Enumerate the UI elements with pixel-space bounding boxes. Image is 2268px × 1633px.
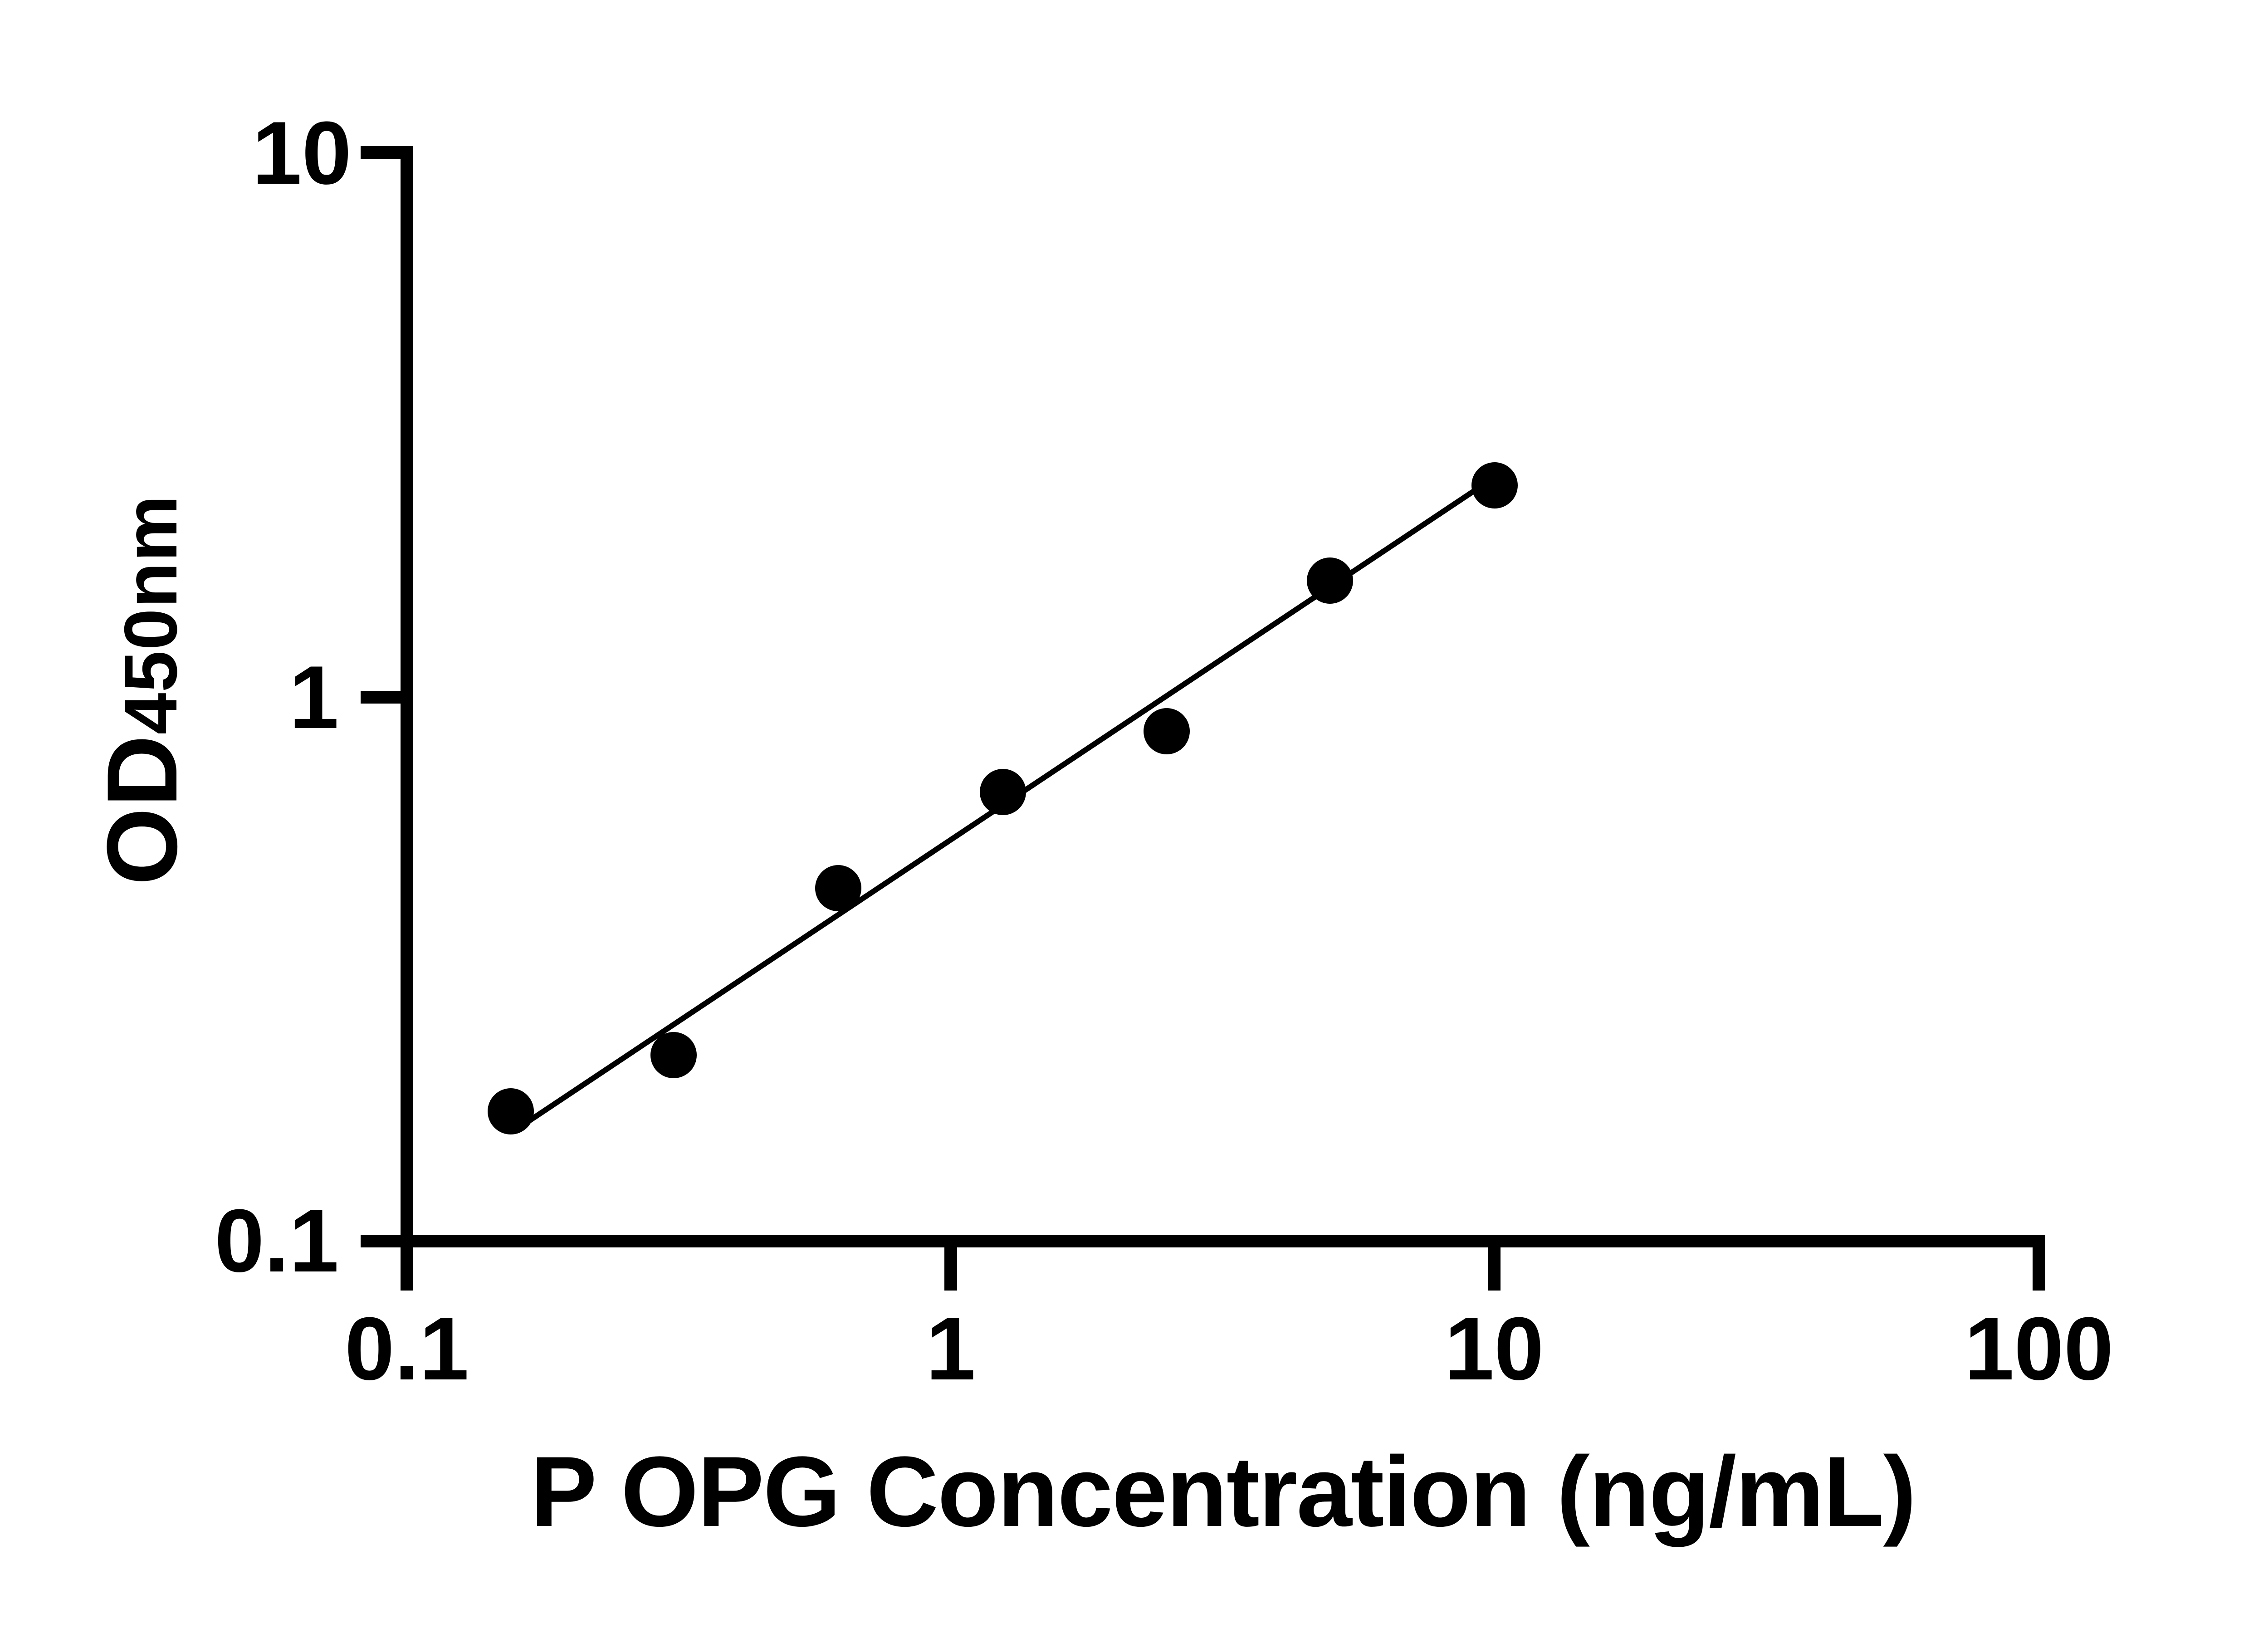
- svg-text:OD450nm: OD450nm: [86, 494, 198, 885]
- svg-text:0.1: 0.1: [215, 1191, 339, 1291]
- svg-text:10: 10: [1444, 1299, 1544, 1398]
- svg-text:P OPG Concentration (ng/mL): P OPG Concentration (ng/mL): [530, 1436, 1915, 1547]
- svg-text:1: 1: [289, 647, 339, 747]
- svg-text:10: 10: [252, 103, 352, 203]
- svg-text:100: 100: [1965, 1299, 2114, 1398]
- svg-text:0.1: 0.1: [345, 1299, 469, 1398]
- svg-text:1: 1: [926, 1299, 976, 1398]
